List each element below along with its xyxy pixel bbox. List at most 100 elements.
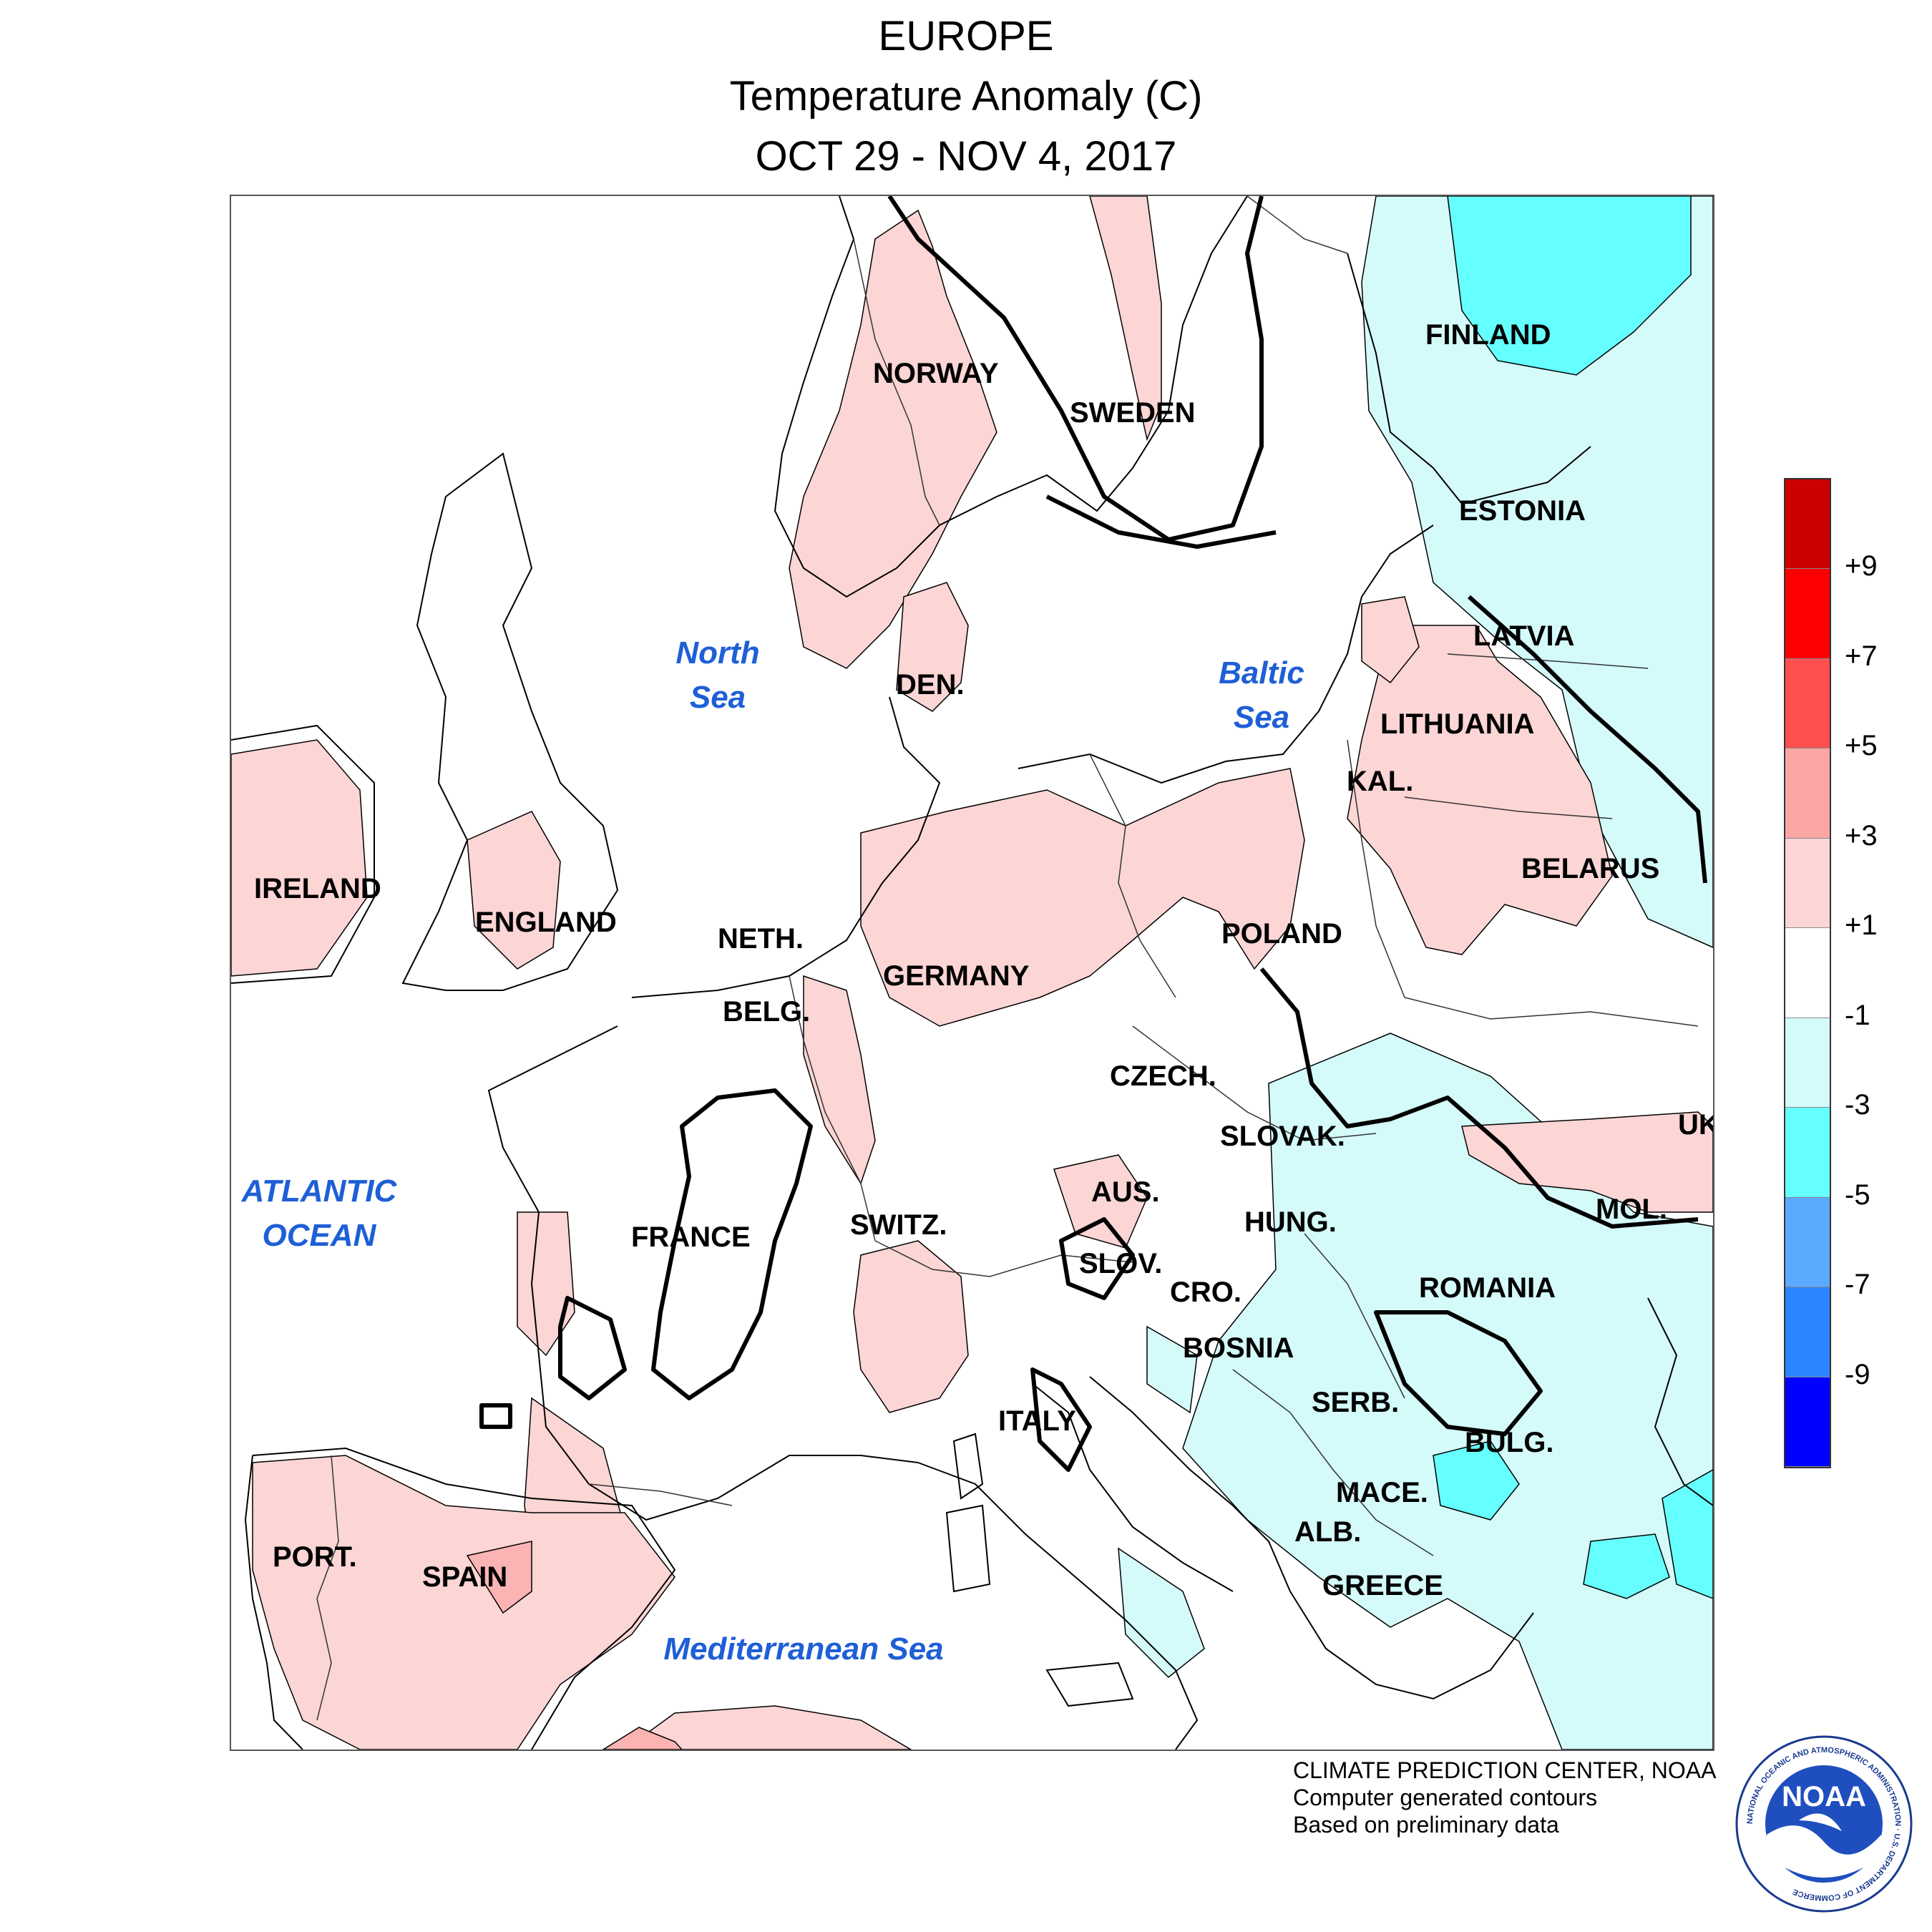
label-albania: ALB.: [1294, 1516, 1362, 1548]
label-ukraine: UK: [1678, 1109, 1713, 1141]
zero-contour-hungary: [1259, 967, 1699, 1229]
zero-contour-france: [651, 1088, 813, 1400]
cool-region-finland: [1361, 196, 1713, 948]
legend-swatch: [1785, 1197, 1830, 1288]
coast-ireland: [231, 724, 375, 984]
label-moldova: MOL.: [1596, 1194, 1667, 1225]
label-slovakia: SLOVAK.: [1220, 1121, 1345, 1152]
legend-tick-label: +5: [1845, 730, 1878, 762]
label-romania: ROMANIA: [1419, 1272, 1556, 1304]
label-hungary: HUNG.: [1244, 1206, 1337, 1238]
cool-core-greece: [1583, 1533, 1670, 1599]
legend-swatch: [1785, 838, 1830, 929]
label-spain: SPAIN: [422, 1561, 508, 1593]
label-netherlands: NETH.: [718, 923, 804, 955]
coast-sardinia: [945, 1504, 991, 1593]
warm-region-ukraine: [1461, 1111, 1713, 1213]
legend-tick-label: +9: [1845, 550, 1878, 582]
label-kal: KAL.: [1347, 766, 1414, 797]
label-switzerland: SWITZ.: [850, 1209, 947, 1241]
label-czech: CZECH.: [1110, 1060, 1216, 1092]
label-italy: ITALY: [998, 1405, 1076, 1437]
warm-region-england: [467, 811, 561, 970]
coast-iberia: [252, 1447, 676, 1750]
cool-core-aegean: [1662, 1469, 1713, 1599]
warm-region-latvia-west: [1361, 596, 1420, 684]
coast-baltic-south: [1018, 525, 1434, 784]
border-baltic-states-1: [1447, 653, 1649, 669]
border-poland-belarus: [1347, 739, 1405, 998]
coast-finland-baltic: [1347, 253, 1591, 505]
map-variable-title: Temperature Anomaly (C): [729, 73, 1203, 119]
noaa-logo: NATIONAL OCEANIC AND ATMOSPHERIC ADMINIS…: [1735, 1735, 1913, 1913]
map-region-title: EUROPE: [878, 13, 1054, 59]
zero-contour-slov: [1059, 1217, 1135, 1300]
label-macedonia: MACE.: [1336, 1477, 1428, 1508]
border-hungary-romania: [1304, 1233, 1405, 1399]
label-portugal: PORT.: [273, 1541, 357, 1573]
warm-core-spain: [466, 1541, 532, 1614]
zero-contour-latvia: [1468, 595, 1707, 884]
border-norway-sweden: [853, 238, 940, 526]
label-sweden: SWEDEN: [1070, 397, 1196, 429]
legend-swatch: [1785, 1108, 1830, 1198]
border-sweden-finland: [1246, 196, 1348, 254]
label-germany: GERMANY: [883, 960, 1030, 992]
credit-contours: Computer generated contours: [1293, 1785, 1598, 1810]
legend-tick-label: -3: [1845, 1089, 1870, 1121]
zero-contour-italy: [1030, 1367, 1092, 1472]
coast-adriatic-east: [1089, 1376, 1291, 1592]
cool-region-italy-south: [1118, 1547, 1205, 1679]
coast-scandinavia: [774, 196, 1248, 598]
zero-contour-romania: [1374, 1310, 1543, 1436]
label-ireland: IRELAND: [254, 873, 381, 904]
label-north-sea: North Sea: [675, 635, 760, 715]
warm-region-sweden-north: [1089, 196, 1162, 441]
warm-region-denmark: [896, 582, 969, 712]
warm-region-rhine: [803, 975, 876, 1185]
border-alps: [874, 1240, 1133, 1277]
label-lithuania: LITHUANIA: [1380, 708, 1535, 740]
legend-tick-label: -9: [1845, 1358, 1870, 1390]
noaa-logo-text: NOAA: [1782, 1781, 1866, 1813]
label-slovenia: SLOV.: [1079, 1248, 1163, 1279]
label-finland: FINLAND: [1425, 319, 1551, 351]
coast-italy: [917, 1462, 1199, 1750]
label-denmark: DEN.: [896, 669, 965, 701]
warm-region-austria: [1053, 1154, 1148, 1249]
label-austria: AUS.: [1091, 1176, 1160, 1208]
zero-contour-france-west: [558, 1296, 627, 1400]
legend-tick-label: -5: [1845, 1179, 1870, 1211]
border-germany-poland: [1089, 753, 1176, 998]
label-croatia: CRO.: [1170, 1277, 1241, 1308]
legend-swatch: [1785, 928, 1830, 1018]
label-france: FRANCE: [631, 1221, 751, 1253]
border-balkans: [1232, 1369, 1434, 1556]
coast-greece: [1289, 1591, 1534, 1700]
anomaly-map: NORWAY SWEDEN FINLAND ESTONIA LATVIA LIT…: [230, 195, 1714, 1751]
credit-preliminary: Based on preliminary data: [1293, 1812, 1559, 1838]
zero-contour-sweden-lower: [1045, 494, 1277, 549]
cool-anomaly-regions: [1118, 196, 1713, 1750]
coastline: [231, 196, 1713, 1750]
legend-swatch: [1785, 1377, 1830, 1467]
zero-contours: [479, 196, 1707, 1472]
legend-swatch: [1785, 569, 1830, 659]
warm-anomaly-regions: [231, 196, 1713, 1750]
coast-italy-east: [1032, 1383, 1234, 1592]
legend-tick-label: +7: [1845, 640, 1878, 672]
cool-core-finland: [1447, 196, 1692, 376]
label-bulgaria: BULG.: [1465, 1427, 1554, 1458]
label-atlantic-ocean: ATLANTIC OCEAN: [241, 1174, 397, 1253]
credit-agency: CLIMATE PREDICTION CENTER, NOAA: [1293, 1757, 1717, 1783]
label-norway: NORWAY: [873, 358, 999, 389]
label-mediterranean-sea: Mediterranean Sea: [663, 1631, 944, 1667]
coast-corsica: [952, 1433, 984, 1500]
warm-region-norway: [789, 209, 997, 669]
label-bosnia: BOSNIA: [1183, 1332, 1294, 1364]
legend-swatch: [1785, 479, 1830, 570]
anomaly-map-svg: [231, 196, 1713, 1750]
coast-black-sea: [1647, 1297, 1713, 1506]
coast-sicily: [1045, 1662, 1134, 1707]
coast-portugal-west: [244, 1455, 303, 1750]
